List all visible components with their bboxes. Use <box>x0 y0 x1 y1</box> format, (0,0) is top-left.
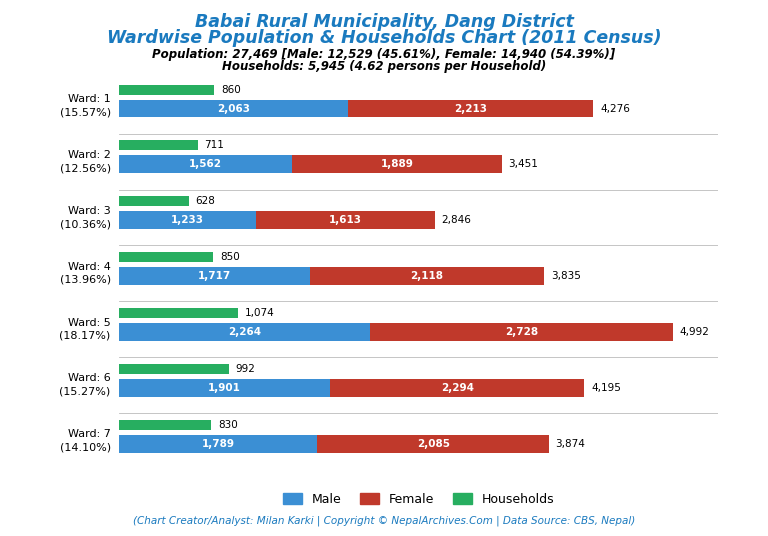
Text: Wardwise Population & Households Chart (2011 Census): Wardwise Population & Households Chart (… <box>107 29 661 48</box>
Bar <box>119 435 317 453</box>
Text: 1,233: 1,233 <box>171 215 204 225</box>
Text: 1,901: 1,901 <box>208 383 241 393</box>
Text: 2,213: 2,213 <box>454 103 487 114</box>
Bar <box>119 211 256 229</box>
Bar <box>256 211 435 229</box>
Text: 4,195: 4,195 <box>591 383 621 393</box>
Bar <box>119 85 214 94</box>
Text: 1,889: 1,889 <box>381 159 413 169</box>
Bar <box>119 252 214 262</box>
Bar <box>119 140 198 151</box>
Bar <box>119 100 348 117</box>
Text: 1,789: 1,789 <box>202 439 235 449</box>
Text: 992: 992 <box>236 364 256 374</box>
Text: (Chart Creator/Analyst: Milan Karki | Copyright © NepalArchives.Com | Data Sourc: (Chart Creator/Analyst: Milan Karki | Co… <box>133 516 635 526</box>
Text: 4,276: 4,276 <box>600 103 630 114</box>
Bar <box>119 379 330 397</box>
Text: 2,063: 2,063 <box>217 103 250 114</box>
Text: 1,717: 1,717 <box>197 271 231 281</box>
Text: Babai Rural Municipality, Dang District: Babai Rural Municipality, Dang District <box>194 13 574 32</box>
Text: 3,874: 3,874 <box>555 439 585 449</box>
Text: 2,118: 2,118 <box>410 271 443 281</box>
Text: 1,562: 1,562 <box>189 159 222 169</box>
Bar <box>119 364 229 374</box>
Text: 1,613: 1,613 <box>329 215 362 225</box>
Bar <box>330 379 584 397</box>
Text: 711: 711 <box>204 140 224 151</box>
Text: 628: 628 <box>195 196 215 206</box>
Bar <box>119 267 310 285</box>
Bar <box>119 196 189 206</box>
Bar <box>293 155 502 173</box>
Text: 850: 850 <box>220 252 240 262</box>
Text: 2,264: 2,264 <box>228 327 261 337</box>
Text: 2,294: 2,294 <box>441 383 474 393</box>
Bar <box>119 308 238 318</box>
Bar <box>310 267 545 285</box>
Text: 2,085: 2,085 <box>417 439 449 449</box>
Bar <box>370 323 673 341</box>
Text: 2,846: 2,846 <box>442 215 472 225</box>
Text: 860: 860 <box>221 85 241 94</box>
Legend: Male, Female, Households: Male, Female, Households <box>278 488 559 511</box>
Bar <box>119 155 293 173</box>
Text: 3,835: 3,835 <box>551 271 581 281</box>
Text: 4,992: 4,992 <box>680 327 710 337</box>
Text: 2,728: 2,728 <box>505 327 538 337</box>
Text: 3,451: 3,451 <box>508 159 538 169</box>
Text: Households: 5,945 (4.62 persons per Household): Households: 5,945 (4.62 persons per Hous… <box>222 60 546 73</box>
Bar <box>119 420 211 430</box>
Bar <box>317 435 549 453</box>
Text: 1,074: 1,074 <box>245 308 275 318</box>
Text: 830: 830 <box>218 420 237 430</box>
Bar <box>119 323 370 341</box>
Text: Population: 27,469 [Male: 12,529 (45.61%), Female: 14,940 (54.39%)]: Population: 27,469 [Male: 12,529 (45.61%… <box>152 48 616 61</box>
Bar <box>348 100 594 117</box>
